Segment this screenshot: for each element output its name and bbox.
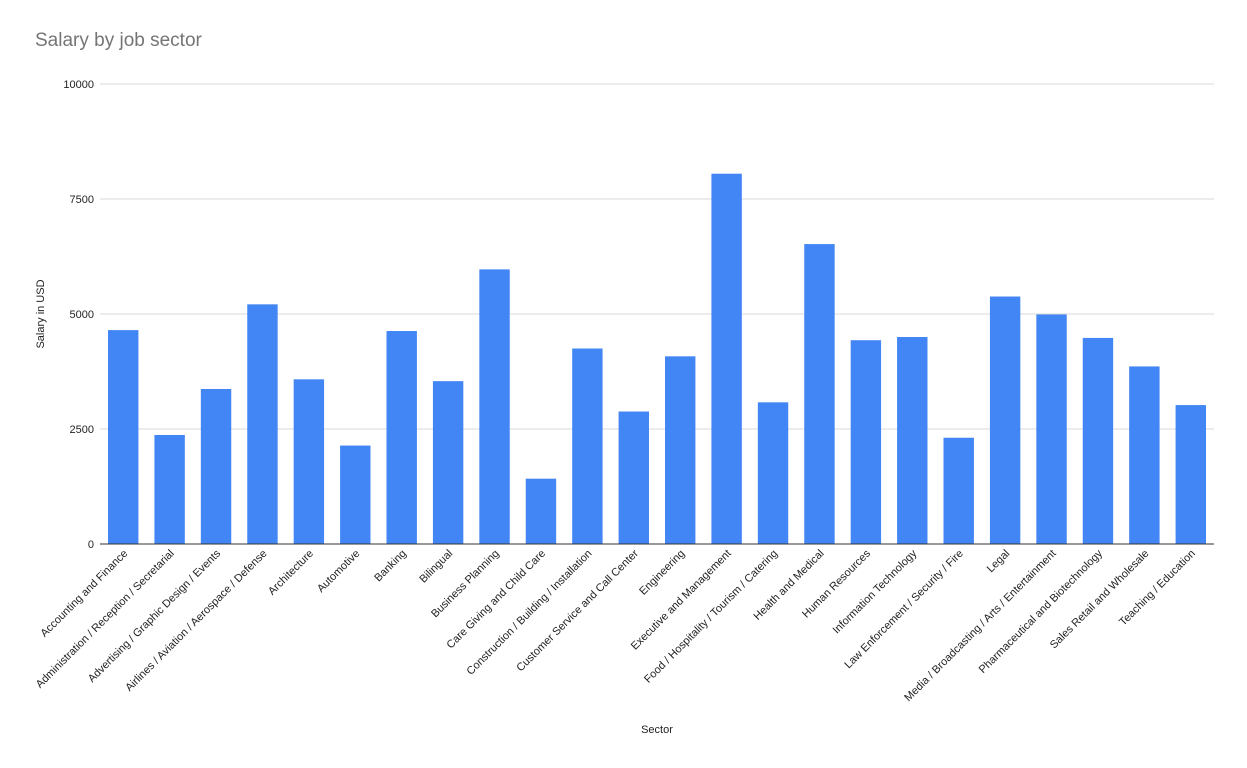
bar <box>572 348 603 544</box>
bar <box>200 388 232 544</box>
x-tick-label: Banking <box>372 548 409 585</box>
chart-title: Salary by job sector <box>35 30 202 51</box>
x-tick-label: Engineering <box>637 548 687 598</box>
bar <box>1036 314 1067 544</box>
bar <box>711 173 742 544</box>
bar <box>665 356 696 544</box>
bar <box>108 330 139 544</box>
x-axis-label: Sector <box>641 724 673 736</box>
bar <box>618 411 649 544</box>
bar <box>757 402 789 544</box>
y-tick-label: 5000 <box>70 309 94 321</box>
x-tick-label: Architecture <box>266 548 316 598</box>
y-tick-label: 7500 <box>70 194 94 206</box>
bar <box>479 269 510 544</box>
bar <box>1129 366 1160 544</box>
bar <box>432 381 464 544</box>
x-tick-label: Accounting and Finance <box>38 548 130 640</box>
bar <box>850 340 882 544</box>
x-tick-label: Sales Retail and Wholesale <box>1048 548 1152 652</box>
x-tick-label: Teaching / Education <box>1117 548 1198 629</box>
bar <box>1082 337 1114 544</box>
bar <box>989 296 1021 544</box>
y-tick-label: 0 <box>88 539 94 551</box>
bar <box>247 304 278 544</box>
x-tick-label: Legal <box>985 548 1013 576</box>
bar <box>293 379 325 544</box>
y-tick-label: 2500 <box>70 424 94 436</box>
bar <box>1175 405 1206 544</box>
bar <box>804 244 835 544</box>
bar <box>943 437 974 544</box>
x-tick-label: Bilingual <box>417 548 455 586</box>
x-tick-label: Care Giving and Child Care <box>444 548 548 652</box>
bar <box>154 434 185 544</box>
bar <box>386 331 417 544</box>
x-tick-label: Automotive <box>315 548 362 595</box>
y-axis-label: Salary in USD <box>35 279 47 348</box>
bar <box>340 445 371 544</box>
bar <box>525 478 557 544</box>
x-tick-label: Information Technology <box>831 547 920 636</box>
bar <box>897 337 928 544</box>
y-tick-label: 10000 <box>63 79 94 91</box>
